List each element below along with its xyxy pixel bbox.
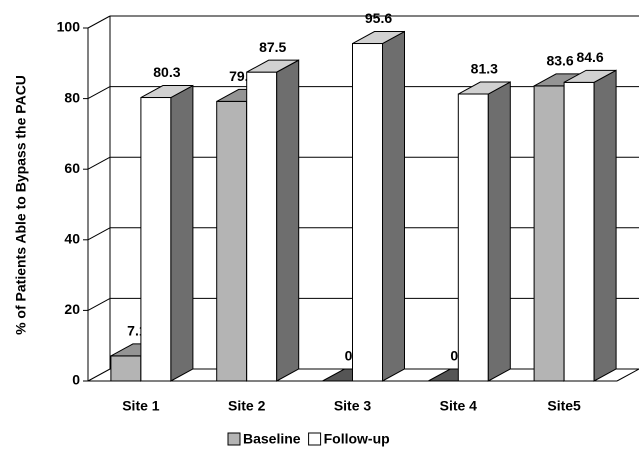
bar — [216, 100, 248, 382]
bar-side — [170, 84, 194, 382]
y-tick-label: 100 — [57, 19, 81, 35]
bar-side — [487, 81, 511, 382]
legend-label: Follow-up — [324, 431, 390, 447]
grid-line — [87, 227, 111, 241]
bar-side — [382, 30, 405, 382]
grid-line — [87, 156, 111, 170]
axis-line — [616, 368, 639, 382]
y-tick-label: 0 — [72, 372, 80, 388]
y-tick-label: 80 — [64, 89, 80, 105]
x-tick-label: Site 3 — [334, 398, 372, 414]
bar-top — [352, 31, 405, 45]
value-label: 95.6 — [365, 10, 392, 26]
bar — [533, 85, 565, 382]
x-tick-label: Site 2 — [228, 398, 266, 414]
value-label: 0 — [345, 348, 353, 364]
bar-top — [246, 59, 299, 73]
grid-line — [87, 297, 111, 311]
grid-line — [87, 86, 111, 100]
legend-swatch — [308, 432, 322, 446]
bar — [140, 97, 172, 382]
x-tick-label: Site 1 — [122, 398, 160, 414]
bar-top — [458, 81, 511, 95]
value-label: 0 — [450, 348, 458, 364]
bar — [563, 81, 595, 382]
value-label: 87.5 — [259, 39, 286, 55]
bar-top — [563, 69, 617, 83]
grid-line — [87, 368, 111, 382]
y-tick-label: 40 — [64, 231, 80, 247]
y-tick-label: 20 — [64, 301, 80, 317]
grid-line — [87, 15, 111, 29]
bar — [246, 71, 278, 382]
value-label: 83.6 — [546, 53, 573, 69]
bar-side — [593, 69, 617, 382]
x-tick-label: Site 4 — [440, 398, 478, 414]
y-tick-label: 60 — [64, 160, 80, 176]
bar — [110, 355, 142, 382]
y-axis-label: % of Patients Able to Bypass the PACU — [13, 75, 29, 335]
value-label: 81.3 — [471, 61, 498, 77]
bar-top — [140, 85, 194, 99]
x-tick-label: Site5 — [547, 398, 581, 414]
value-label: 80.3 — [153, 64, 180, 80]
bar — [457, 93, 489, 382]
value-label: 84.6 — [576, 49, 603, 65]
legend-label: Baseline — [243, 431, 301, 447]
legend-swatch — [227, 432, 241, 446]
bar — [352, 43, 383, 382]
bar-side — [276, 59, 300, 382]
